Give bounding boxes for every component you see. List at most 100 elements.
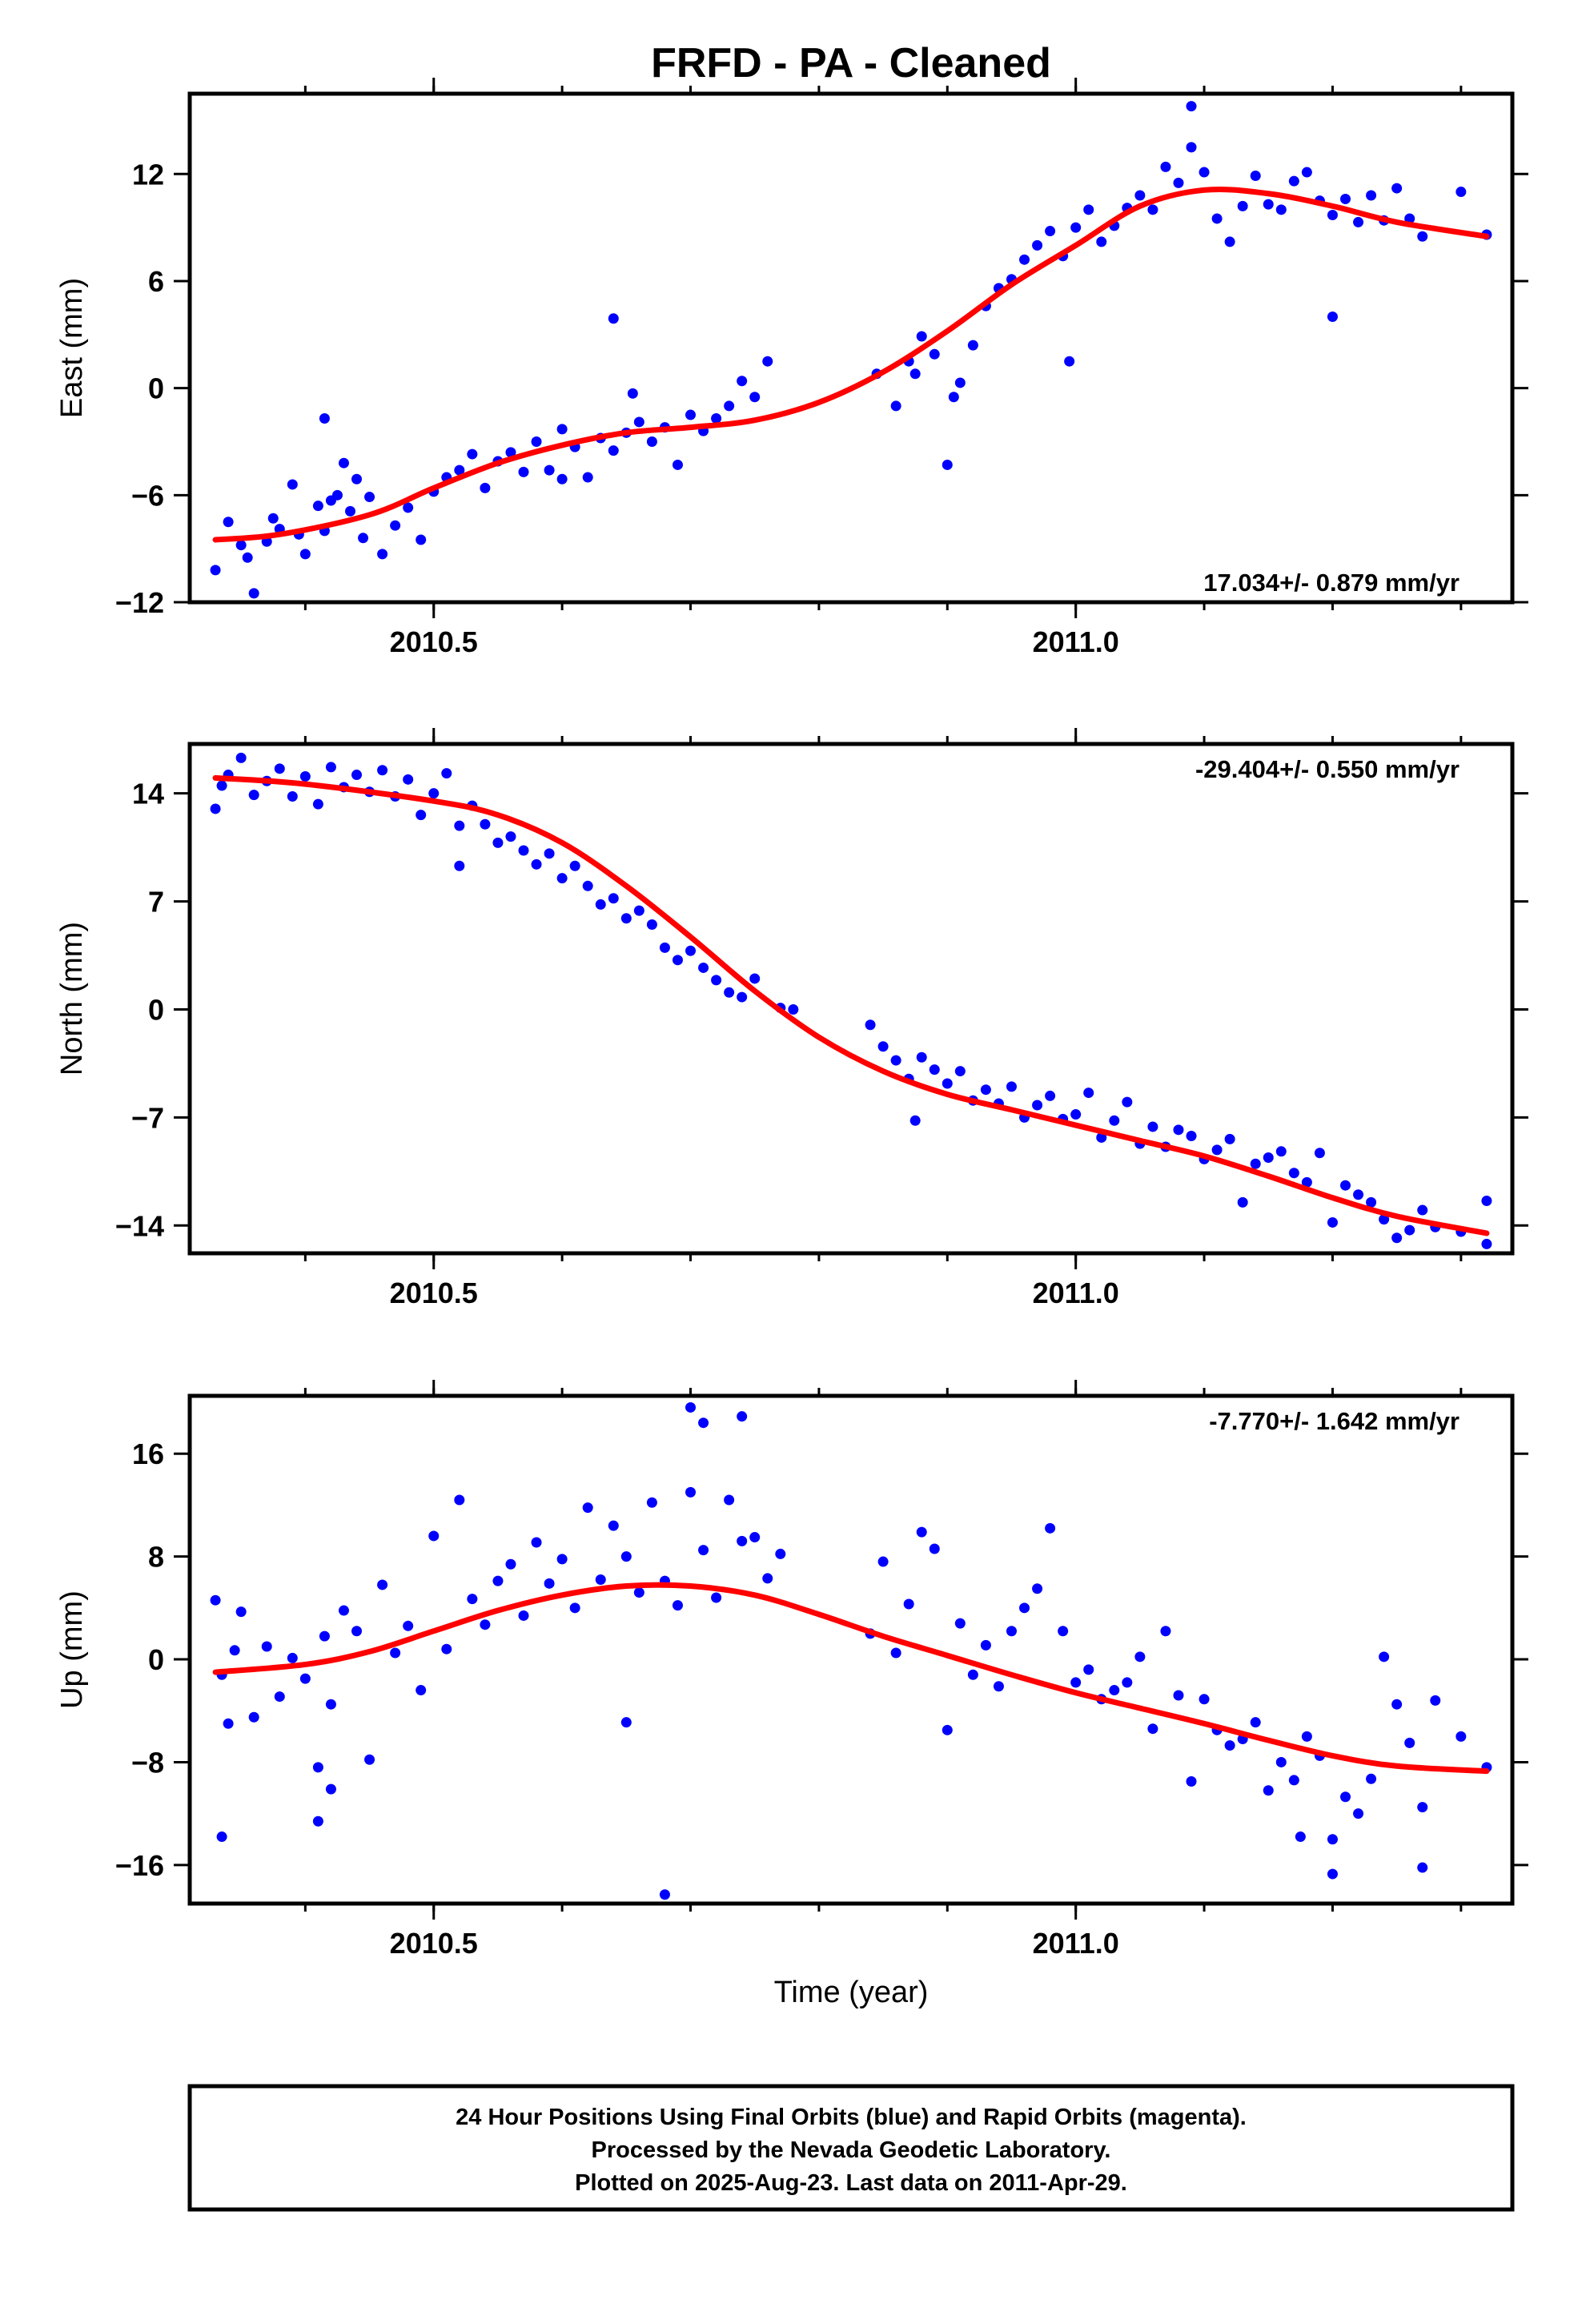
data-point [1327, 1868, 1338, 1880]
data-point [1045, 226, 1056, 237]
data-point [1481, 1238, 1492, 1249]
data-point [916, 331, 927, 342]
plot-frame [187, 742, 1515, 1256]
y-tick-label: 16 [132, 1437, 164, 1470]
data-point [1288, 1775, 1299, 1786]
data-point [890, 1647, 901, 1659]
data-point [685, 1401, 697, 1413]
data-point [620, 1551, 632, 1562]
data-point [948, 392, 959, 403]
y-tick-label: 0 [148, 1643, 164, 1676]
data-point [1250, 170, 1261, 181]
data-point [338, 457, 349, 468]
data-point [672, 1600, 683, 1611]
data-point [993, 1681, 1004, 1692]
data-point [711, 975, 722, 986]
data-point [1134, 190, 1146, 201]
data-point [698, 1545, 709, 1556]
data-point [1417, 1204, 1428, 1216]
footer-box [187, 2084, 1515, 2212]
data-point [338, 1605, 349, 1616]
data-point [1070, 222, 1082, 233]
data-point [325, 762, 336, 773]
data-point [403, 774, 414, 785]
data-point [942, 1078, 953, 1089]
data-point [967, 340, 978, 351]
data-point [210, 803, 221, 814]
data-point [672, 955, 683, 966]
y-tick-label: −7 [131, 1101, 164, 1134]
data-point [1173, 1690, 1184, 1701]
data-point [325, 1783, 336, 1795]
data-point [1199, 167, 1210, 178]
data-point [544, 1578, 555, 1589]
data-point [1070, 1109, 1082, 1120]
data-point [1327, 210, 1338, 221]
data-point [1353, 1808, 1364, 1819]
data-point [1109, 1115, 1120, 1126]
data-point [1122, 1096, 1133, 1108]
data-point [633, 905, 644, 916]
footer-line-2: Processed by the Nevada Geodetic Laborat… [592, 2137, 1111, 2163]
data-point [267, 513, 279, 524]
data-point [480, 482, 491, 493]
data-point [1275, 1146, 1287, 1157]
data-point [737, 1411, 748, 1422]
data-point [1122, 1677, 1133, 1688]
data-point [1366, 1196, 1377, 1208]
data-point [582, 880, 593, 891]
data-point [980, 1084, 991, 1096]
data-point [518, 845, 529, 856]
data-point [1186, 142, 1197, 153]
data-point [210, 1594, 221, 1606]
data-point [1211, 213, 1223, 224]
data-point [1147, 204, 1158, 215]
x-tick-label: 2010.5 [390, 625, 478, 658]
data-point [248, 588, 259, 599]
y-tick-label: 14 [132, 778, 164, 810]
data-point [608, 1520, 619, 1531]
data-point [492, 837, 504, 848]
y-tick-label: 8 [148, 1541, 164, 1574]
data-point [903, 1598, 914, 1610]
data-point [242, 552, 253, 563]
data-points [210, 101, 1492, 599]
data-point [1379, 1651, 1390, 1663]
data-point [595, 1574, 606, 1586]
data-point [416, 810, 427, 821]
data-point [1327, 1216, 1338, 1228]
data-point [646, 436, 657, 447]
data-point [248, 1711, 259, 1723]
data-point [1173, 1124, 1184, 1136]
data-point [1083, 1088, 1094, 1099]
data-point [1109, 1685, 1120, 1696]
data-point [724, 1494, 735, 1506]
data-point [1263, 1785, 1274, 1796]
data-point [467, 1594, 478, 1605]
data-point [909, 1115, 921, 1126]
data-point [954, 1618, 966, 1629]
data-point [1263, 1152, 1274, 1164]
data-point [877, 1556, 889, 1567]
data-point [909, 368, 921, 380]
data-point [403, 502, 414, 513]
data-point [698, 962, 709, 973]
data-point [1353, 216, 1364, 227]
data-point [505, 447, 516, 458]
data-point [1301, 167, 1312, 178]
data-point [929, 1064, 940, 1076]
data-point [620, 1717, 632, 1728]
data-point [627, 388, 638, 399]
y-tick-label: −16 [115, 1849, 164, 1882]
rate-label: -7.770+/- 1.642 mm/yr [1209, 1407, 1460, 1435]
data-point [248, 790, 259, 801]
data-point [1456, 1731, 1467, 1742]
data-point [274, 763, 285, 774]
data-point [749, 1532, 761, 1543]
y-tick-label: −8 [131, 1746, 164, 1779]
x-tick-label: 2010.5 [390, 1927, 478, 1960]
data-point [608, 893, 619, 904]
data-point [877, 1041, 889, 1052]
y-axis-title: Up (mm) [55, 1590, 89, 1709]
